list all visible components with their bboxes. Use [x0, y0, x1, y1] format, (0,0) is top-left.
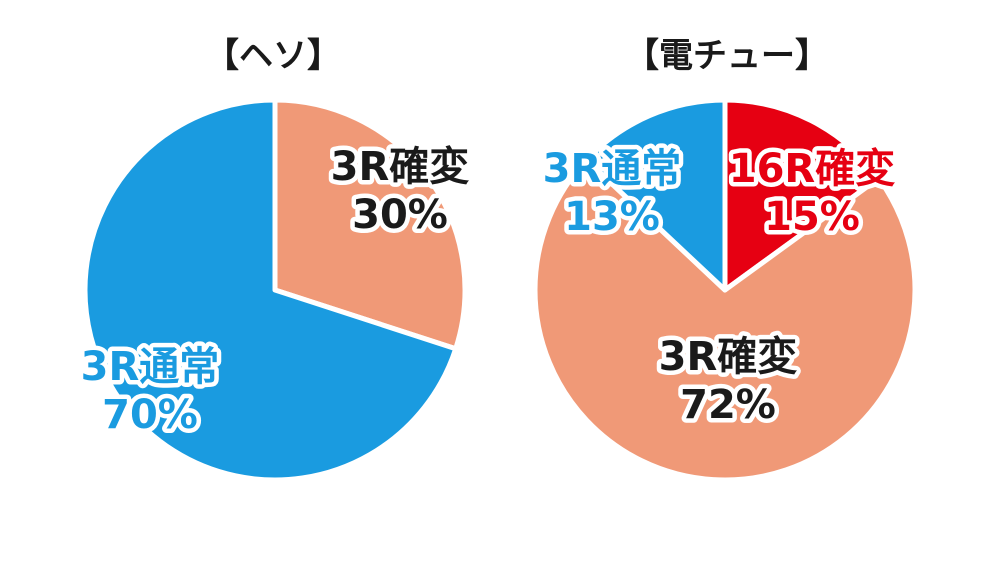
pie-1-slice-2: [583, 97, 728, 293]
pie-0-slice-1: [82, 97, 459, 483]
pie-0-slice-1-percent: 70%: [102, 392, 198, 438]
pie-0-slice-1-name: 3R通常: [81, 344, 220, 390]
pie-0-slice-0-percent: 30%: [352, 192, 448, 238]
pie-1-slice-0-percent: 15%: [764, 194, 860, 240]
pie-0-slice-0-name: 3R確変: [331, 144, 470, 190]
pie-1-slice-0: [722, 97, 882, 293]
pie-1-slice-1: [532, 157, 918, 483]
pie-0-slice-0: [272, 97, 468, 352]
pie-1-slice-1-percent: 72%: [680, 382, 776, 428]
pie-1-slice-2-name: 3R通常: [543, 146, 682, 192]
chart-title-denchu: 【電チュー】: [625, 36, 829, 76]
pie-1-slice-1-name: 3R確変: [659, 334, 798, 380]
pie-1-slice-2-percent: 13%: [564, 194, 660, 240]
chart-title-heso: 【ヘソ】: [205, 36, 341, 76]
pie-1-slice-0-name: 16R確変: [729, 146, 895, 192]
